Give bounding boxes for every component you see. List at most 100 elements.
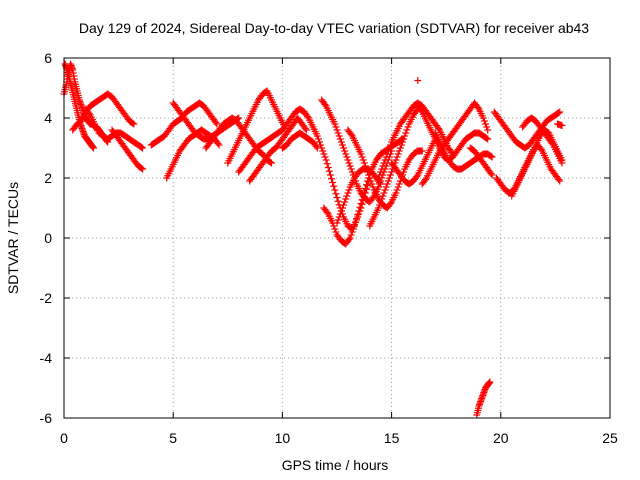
data-point [345,186,353,194]
data-point [330,182,338,190]
data-point [480,117,488,125]
data-point [365,171,373,179]
data-point [338,141,346,149]
data-point [354,211,362,219]
data-point [130,120,138,128]
data-point [348,228,356,236]
series-pass-05 [108,126,147,173]
data-point [421,176,429,183]
series-pass-25 [431,129,496,173]
data-point [139,165,147,173]
x-tick-label: 15 [384,430,400,446]
data-point [89,144,97,152]
data-points [60,60,566,419]
data-point [486,378,494,386]
data-point [374,204,382,212]
data-point [361,185,369,192]
data-point [337,138,345,146]
series-pass-26 [466,144,496,179]
data-point [388,168,396,176]
data-point [334,197,342,205]
data-point [325,167,333,175]
data-point [340,144,348,152]
data-point [314,135,322,143]
data-point [487,170,495,177]
data-point [401,132,409,140]
data-point [376,171,384,179]
data-point [369,183,377,191]
data-point [341,147,349,155]
x-tick-label: 0 [60,430,68,446]
data-point [319,147,327,155]
data-point [345,159,353,167]
data-point [376,179,384,186]
data-point [358,196,366,204]
data-point [139,144,147,152]
data-point [397,141,405,149]
series-pass-12 [246,114,310,185]
data-point [138,164,146,172]
data-point [483,134,491,142]
data-point [381,186,389,194]
data-point [483,123,491,131]
data-point [369,194,377,201]
data-point [404,123,412,131]
data-point [331,186,339,194]
series-pass-06 [147,99,221,149]
data-point [323,160,331,168]
data-point [383,180,391,188]
data-point [336,135,344,143]
data-point [394,150,402,158]
data-point [558,159,566,167]
data-point [335,132,343,140]
data-point [338,204,346,212]
data-point [556,108,564,116]
data-point [374,174,382,182]
data-point [215,141,223,149]
y-tick-label: 4 [44,110,52,126]
series-pass-03 [69,90,138,134]
data-point [395,147,403,155]
series-pass-07 [163,126,223,182]
data-point [360,159,368,167]
data-point [343,153,351,161]
data-point [301,125,309,132]
data-point [479,114,487,122]
data-point [417,107,425,114]
data-point [324,164,332,171]
data-point [488,171,496,179]
data-point [380,159,388,167]
data-point [555,176,563,183]
series-pass-28 [490,108,564,152]
data-point [302,126,310,134]
data-point [362,165,370,173]
series-pass-30 [508,141,564,200]
data-point [359,156,367,164]
data-point [352,218,360,226]
y-tick-label: 6 [44,50,52,66]
data-point [347,131,355,138]
data-point [349,225,357,233]
data-point [402,129,410,137]
data-point [396,144,404,152]
data-point [380,189,388,197]
data-point [334,216,342,224]
data-point [340,201,348,209]
data-point [556,177,564,185]
series-pass-20 [374,99,457,182]
series-pass-21 [388,135,439,188]
data-point [379,162,387,170]
data-point [400,135,408,143]
data-point [384,147,392,155]
data-point [381,156,389,164]
data-point [387,171,395,179]
data-point [335,213,343,221]
data-point [345,236,353,243]
data-point [321,101,329,108]
data-point [212,119,220,126]
x-axis-label: GPS time / hours [282,457,389,473]
y-tick-label: -6 [40,410,53,426]
series-pass-32 [554,120,566,129]
data-point [387,200,395,207]
